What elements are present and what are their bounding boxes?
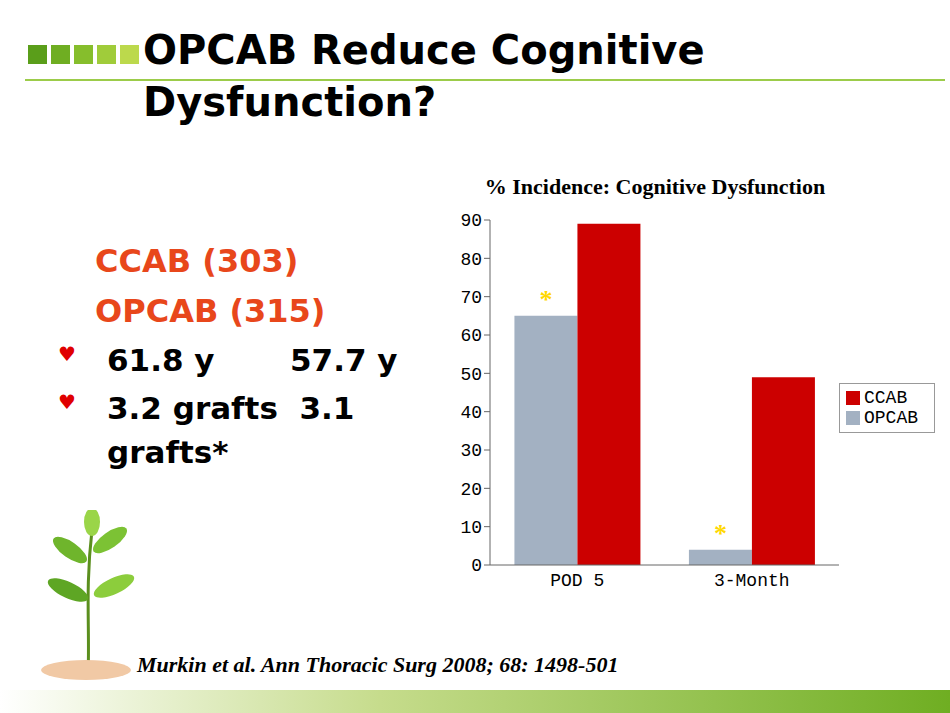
html-text:CCAB: CCAB bbox=[864, 387, 908, 408]
svg-text:70: 70 bbox=[460, 288, 482, 308]
svg-text:*: * bbox=[714, 519, 727, 548]
html-text:OPCAB Reduce Cognitive Dysfunc: OPCAB Reduce Cognitive Dysfunction? bbox=[143, 27, 705, 125]
svg-text:90: 90 bbox=[460, 211, 482, 231]
html-text:OPCAB: OPCAB bbox=[864, 407, 918, 428]
svg-text:60: 60 bbox=[460, 326, 482, 346]
html-text:Murkin et al. Ann Thoracic Sur: Murkin et al. Ann Thoracic Surg 2008; 68… bbox=[137, 652, 619, 677]
svg-text:20: 20 bbox=[460, 480, 482, 500]
svg-text:0: 0 bbox=[471, 556, 482, 576]
html-text:3.2 grafts 3.1 grafts*: 3.2 grafts 3.1 grafts* bbox=[107, 390, 366, 470]
svg-text:40: 40 bbox=[460, 403, 482, 423]
svg-text:30: 30 bbox=[460, 441, 482, 461]
svg-text:*: * bbox=[539, 285, 552, 314]
html-text:% Incidence: Cognitive Dysfunc: % Incidence: Cognitive Dysfunction bbox=[484, 174, 826, 199]
svg-text:80: 80 bbox=[460, 250, 482, 270]
svg-text:3-Month: 3-Month bbox=[714, 571, 790, 591]
html-text:OPCAB (315): OPCAB (315) bbox=[95, 292, 326, 330]
svg-text:POD 5: POD 5 bbox=[550, 571, 604, 591]
html-text:CCAB (303): CCAB (303) bbox=[95, 242, 299, 280]
svg-text:10: 10 bbox=[460, 518, 482, 538]
svg-text:50: 50 bbox=[460, 365, 482, 385]
html-text:61.8 y 57.7 y: 61.8 y 57.7 y bbox=[107, 342, 398, 378]
